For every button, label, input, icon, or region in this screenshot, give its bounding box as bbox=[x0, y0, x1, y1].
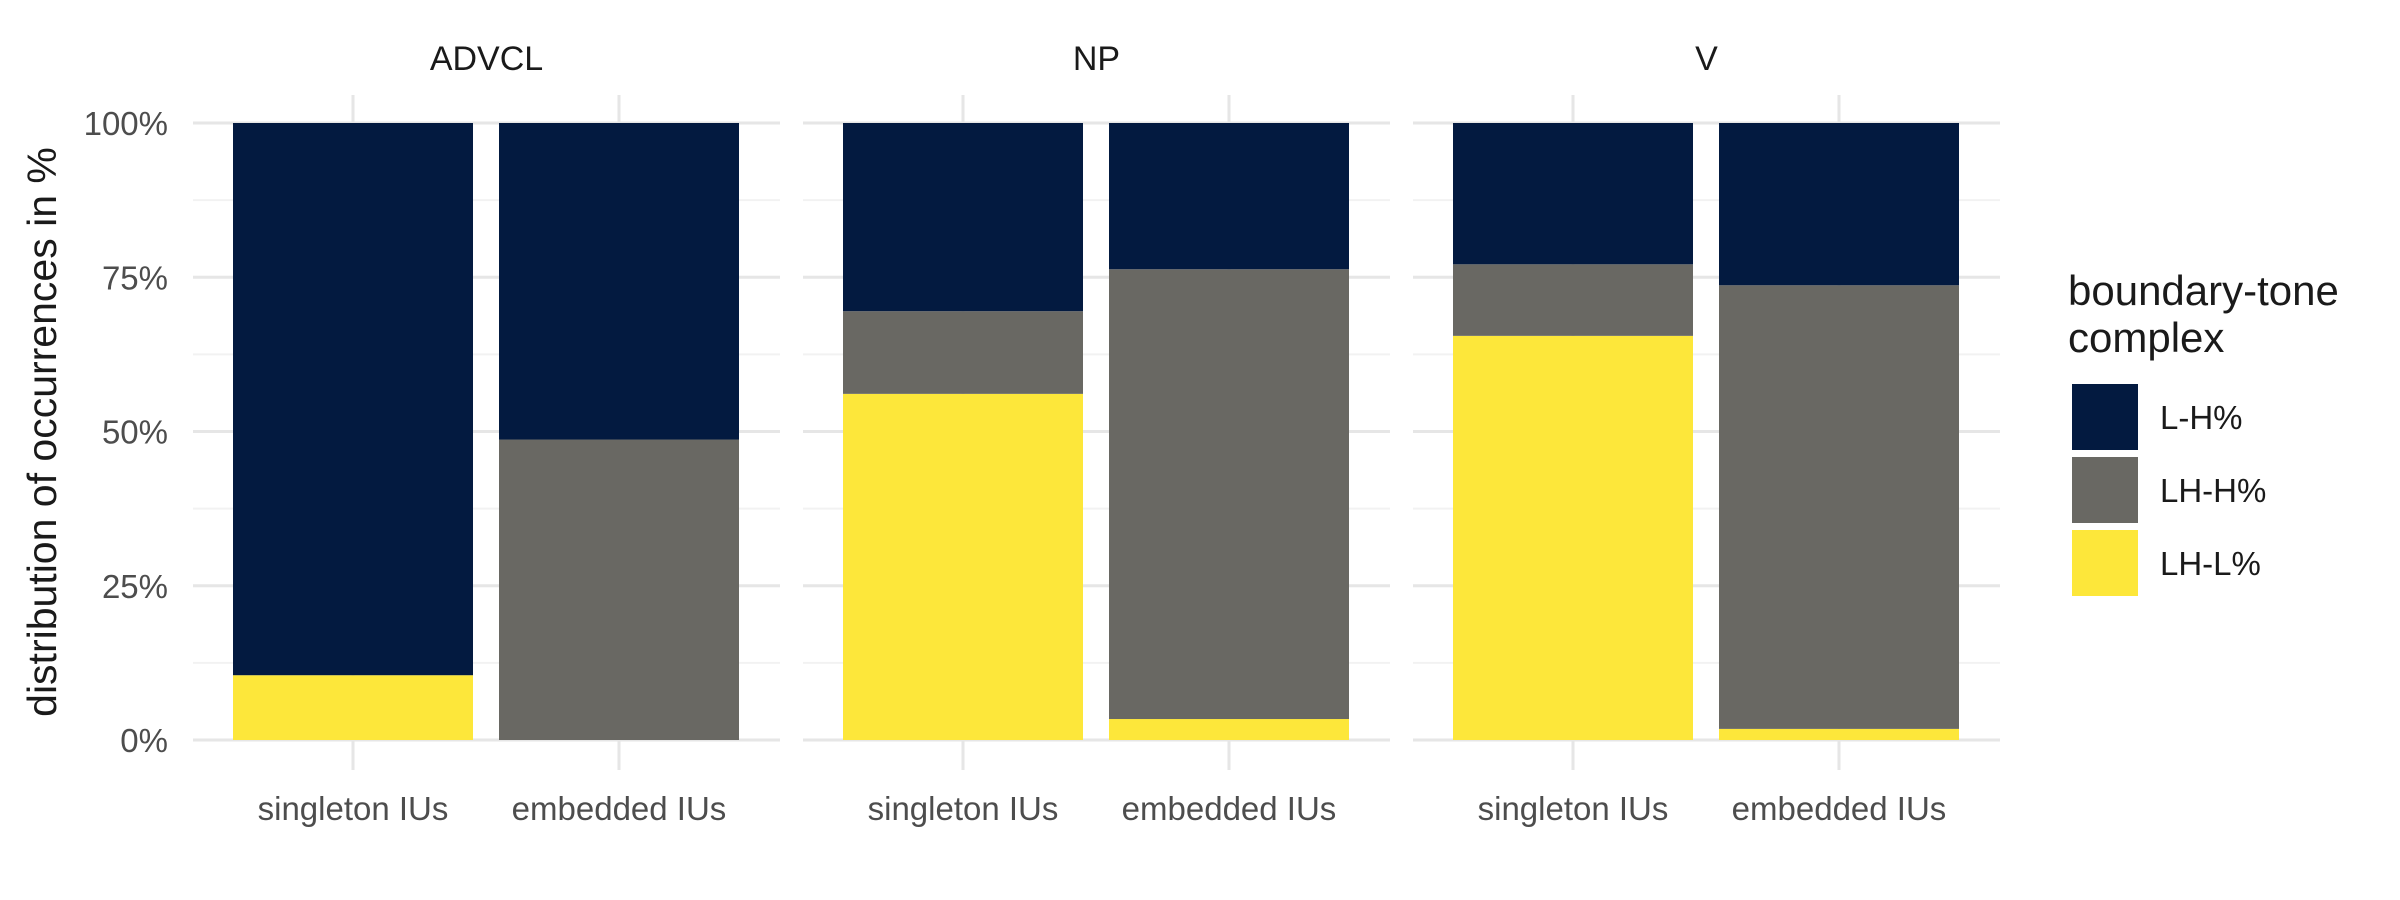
bar-segment-lh-h- bbox=[843, 311, 1083, 394]
legend-swatch bbox=[2072, 457, 2138, 523]
x-tick-label: embedded IUs bbox=[1732, 790, 1947, 827]
facet-label: ADVCL bbox=[430, 40, 543, 78]
bar-segment-lh-l- bbox=[1453, 335, 1693, 740]
bar-segment-l-h- bbox=[1109, 123, 1349, 270]
bar-segment-l-h- bbox=[1453, 123, 1693, 265]
legend-label: LH-L% bbox=[2160, 545, 2261, 582]
bars-layer bbox=[233, 123, 1959, 740]
bar-segment-l-h- bbox=[233, 123, 473, 676]
bar-segment-lh-l- bbox=[843, 393, 1083, 740]
legend-swatch bbox=[2072, 530, 2138, 596]
legend-title: boundary-tone bbox=[2068, 267, 2339, 314]
y-tick-label: 0% bbox=[120, 722, 168, 759]
legend-label: LH-H% bbox=[2160, 472, 2266, 509]
bar-segment-lh-h- bbox=[499, 439, 739, 740]
x-tick-label: embedded IUs bbox=[1122, 790, 1337, 827]
y-axis-title: distribution of occurrences in % bbox=[19, 147, 65, 717]
labels-layer: ADVCL singleton IUs embedded IUs NP singleto… bbox=[84, 40, 1947, 827]
legend-swatch bbox=[2072, 384, 2138, 450]
bar-segment-lh-h- bbox=[1453, 264, 1693, 336]
y-tick-label: 50% bbox=[102, 414, 168, 451]
facet-label: V bbox=[1695, 40, 1718, 78]
facet-label: NP bbox=[1073, 40, 1120, 78]
y-tick-label: 25% bbox=[102, 568, 168, 605]
bar-segment-lh-l- bbox=[233, 675, 473, 740]
bar-segment-lh-h- bbox=[1719, 285, 1959, 729]
legend-label: L-H% bbox=[2160, 399, 2243, 436]
bar-segment-lh-h- bbox=[1109, 269, 1349, 720]
x-tick-label: singleton IUs bbox=[1478, 790, 1669, 827]
x-tick-label: singleton IUs bbox=[258, 790, 449, 827]
x-tick-label: singleton IUs bbox=[868, 790, 1059, 827]
bar-segment-lh-l- bbox=[1109, 719, 1349, 740]
legend-title: complex bbox=[2068, 314, 2224, 361]
y-tick-label: 75% bbox=[102, 259, 168, 296]
bar-segment-l-h- bbox=[499, 123, 739, 440]
y-tick-label: 100% bbox=[84, 105, 168, 142]
bar-segment-l-h- bbox=[1719, 123, 1959, 286]
bar-segment-lh-l- bbox=[1719, 728, 1959, 740]
bar-segment-l-h- bbox=[843, 123, 1083, 312]
x-tick-label: embedded IUs bbox=[512, 790, 727, 827]
